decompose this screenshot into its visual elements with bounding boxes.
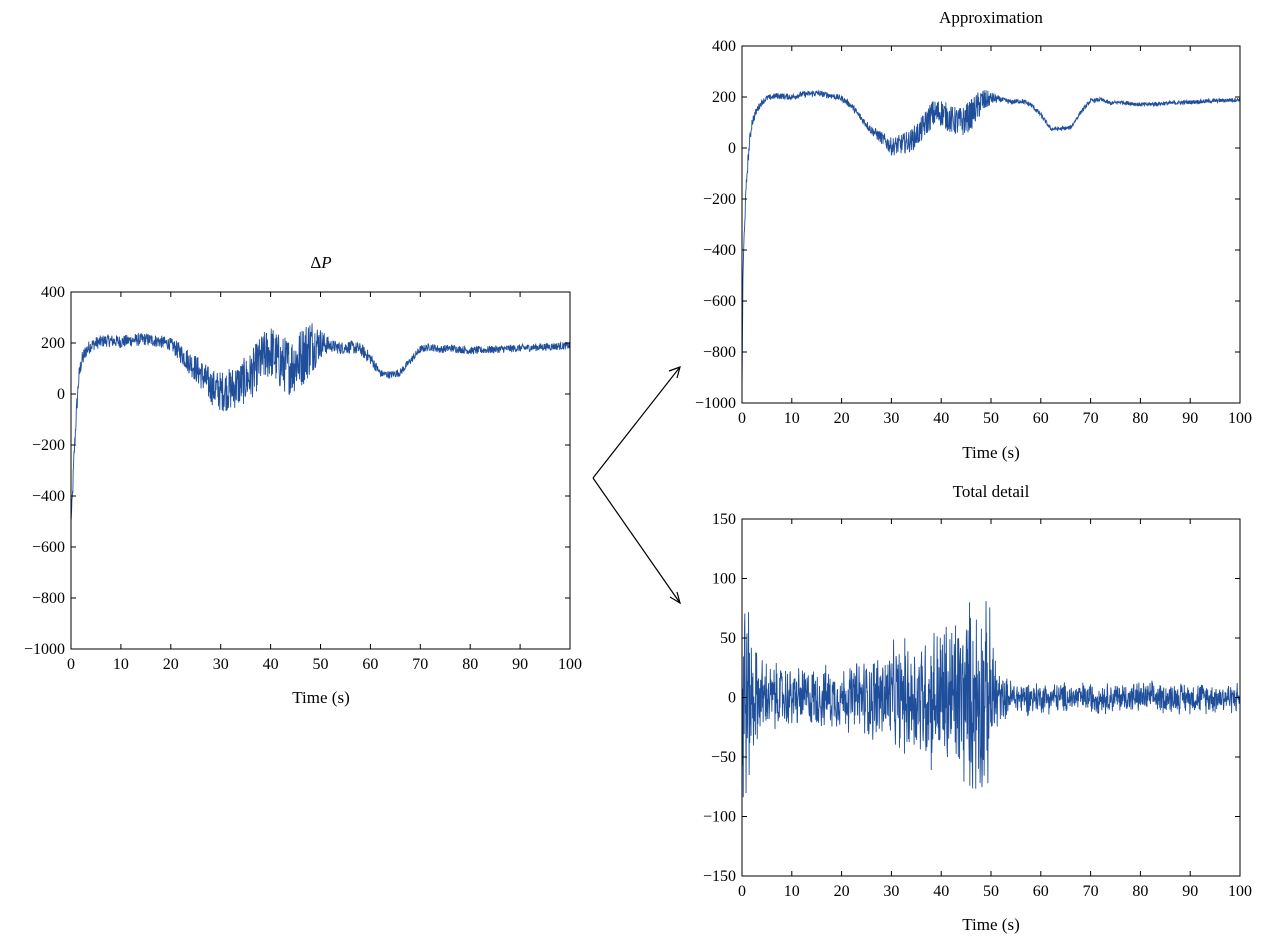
arrow-head-total-detail	[669, 591, 681, 605]
approximation-series-line	[741, 89, 1241, 391]
delta-p-y-tick-label: 200	[41, 335, 65, 352]
total-detail-x-tick-label: 50	[983, 883, 999, 900]
approximation-chart: Approximation Time (s) 0 10 20 30 40 50 60 70 80…	[695, 8, 1252, 462]
delta-p-x-tick-label: 30	[213, 656, 229, 673]
total-detail-x-axis-title: Time (s)	[962, 915, 1019, 934]
total-detail-y-tick-label: 150	[712, 511, 736, 528]
total-detail-y-tick-label: 100	[712, 571, 736, 588]
delta-p-y-tick-label: −1000	[24, 641, 65, 658]
total-detail-x-tick-label: 20	[834, 883, 850, 900]
delta-p-series-line	[70, 323, 571, 522]
approximation-x-tick-label: 0	[738, 410, 746, 427]
total-detail-y-tick-label: −100	[703, 809, 736, 826]
approximation-x-tick-label: 90	[1182, 410, 1198, 427]
delta-p-x-tick-label: 40	[263, 656, 279, 673]
delta-p-y-tick-label: 0	[57, 386, 65, 403]
delta-p-x-axis-title: Time (s)	[292, 688, 349, 707]
total-detail-chart: Total detail Time (s) 0 10 20 30 40 50 60 70 80 9…	[703, 482, 1252, 934]
approximation-y-tick-label: 200	[712, 89, 736, 106]
delta-p-x-tick-label: 50	[313, 656, 329, 673]
approximation-y-tick-label: −400	[703, 242, 736, 259]
delta-p-x-tick-label: 10	[113, 656, 129, 673]
total-detail-x-tick-label: 60	[1033, 883, 1049, 900]
delta-p-y-tick-label: −600	[32, 539, 65, 556]
delta-p-x-tick-label: 100	[558, 656, 582, 673]
delta-p-y-tick-label: 400	[41, 284, 65, 301]
approximation-y-tick-label: 0	[728, 140, 736, 157]
approximation-x-tick-label: 10	[784, 410, 800, 427]
approximation-y-tick-label: −800	[703, 344, 736, 361]
approximation-x-axis-title: Time (s)	[962, 443, 1019, 462]
approximation-x-tick-label: 40	[933, 410, 949, 427]
arrow-head-approximation	[668, 366, 681, 379]
approximation-x-tick-label: 20	[834, 410, 850, 427]
approximation-y-tick-label: −1000	[695, 395, 736, 412]
delta-p-x-tick-label: 80	[462, 656, 478, 673]
approximation-chart-title: Approximation	[939, 8, 1043, 27]
total-detail-x-tick-label: 30	[883, 883, 899, 900]
delta-p-x-tick-label: 70	[412, 656, 428, 673]
delta-p-y-tick-label: −800	[32, 590, 65, 607]
approximation-x-tick-label: 50	[983, 410, 999, 427]
approximation-y-tick-label: −600	[703, 293, 736, 310]
delta-p-chart-title: ΔP	[310, 253, 331, 272]
delta-p-x-tick-label: 20	[163, 656, 179, 673]
approximation-y-tick-label: −200	[703, 191, 736, 208]
total-detail-x-tick-label: 100	[1228, 883, 1252, 900]
total-detail-y-tick-label: −150	[703, 868, 736, 885]
delta-p-y-tick-label: −400	[32, 488, 65, 505]
total-detail-x-tick-label: 90	[1182, 883, 1198, 900]
delta-p-x-tick-label: 0	[67, 656, 75, 673]
delta-p-x-tick-label: 60	[362, 656, 378, 673]
total-detail-x-tick-label: 40	[933, 883, 949, 900]
approximation-y-tick-label: 400	[712, 38, 736, 55]
arrow-to-total-detail	[592, 477, 681, 604]
decomposition-arrows	[592, 366, 681, 605]
total-detail-x-tick-label: 70	[1083, 883, 1099, 900]
total-detail-x-tick-label: 10	[784, 883, 800, 900]
total-detail-x-tick-label: 0	[738, 883, 746, 900]
total-detail-x-tick-label: 80	[1132, 883, 1148, 900]
approximation-x-tick-label: 30	[883, 410, 899, 427]
total-detail-y-tick-label: 50	[720, 630, 736, 647]
approximation-x-tick-label: 80	[1132, 410, 1148, 427]
total-detail-y-tick-label: −50	[711, 749, 736, 766]
arrow-to-approximation	[592, 366, 681, 479]
approximation-x-tick-label: 100	[1228, 410, 1252, 427]
delta-p-y-tick-label: −200	[32, 437, 65, 454]
delta-p-x-tick-label: 90	[512, 656, 528, 673]
total-detail-chart-title: Total detail	[953, 482, 1030, 501]
approximation-x-tick-label: 60	[1033, 410, 1049, 427]
total-detail-series-line	[741, 601, 1241, 798]
delta-p-chart: ΔP Time (s) 0 10 20 30 40 50 60 70 80 90 100 400 200…	[24, 253, 582, 707]
approximation-x-tick-label: 70	[1083, 410, 1099, 427]
total-detail-y-tick-label: 0	[728, 690, 736, 707]
